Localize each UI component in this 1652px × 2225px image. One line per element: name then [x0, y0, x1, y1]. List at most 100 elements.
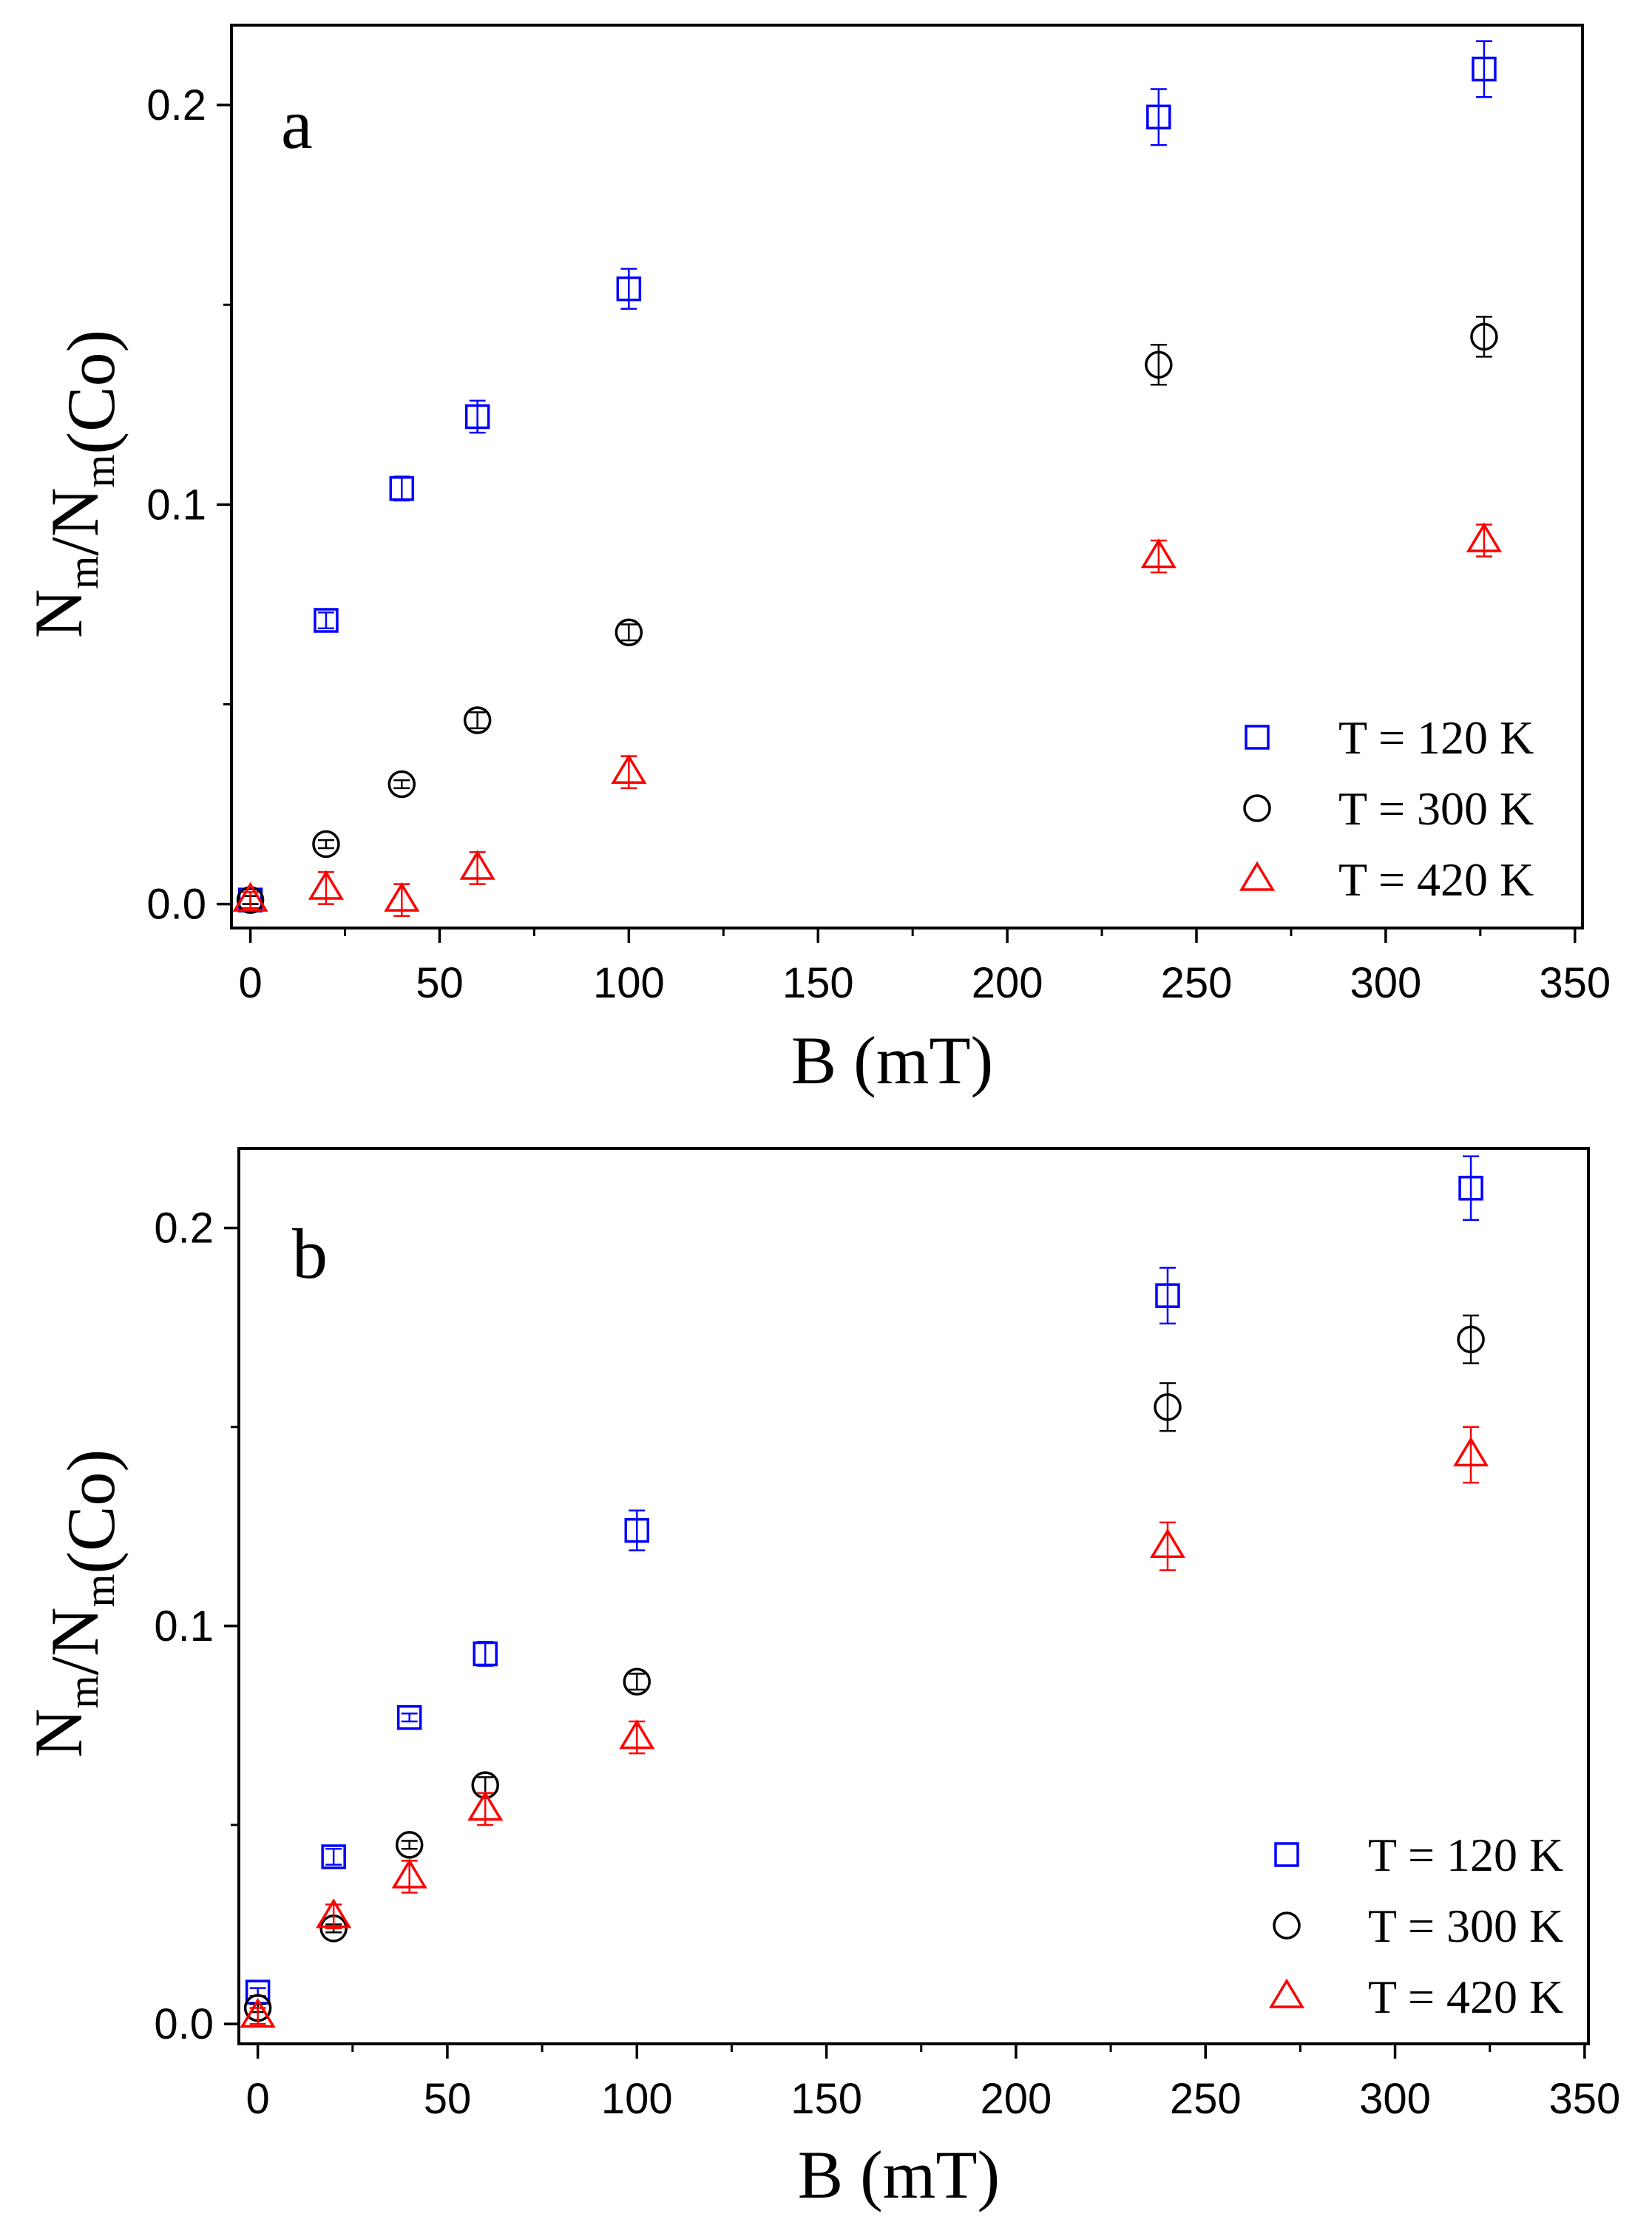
data-point-triangle [1140, 538, 1177, 569]
legend-marker-square [1245, 725, 1270, 750]
data-point-square [1146, 104, 1171, 130]
legend-label: T = 120 K [1368, 1829, 1563, 1881]
data-point-circle [615, 618, 643, 646]
data-point-triangle [240, 1997, 276, 2028]
y-axis-title-subscript: m [59, 556, 107, 589]
x-tick-label: 150 [782, 959, 854, 1007]
panel-label: a [281, 84, 313, 163]
y-axis-title-part: N [21, 589, 96, 638]
data-point-circle [236, 886, 265, 914]
data-point-circle [623, 1667, 651, 1696]
x-tick-label: 300 [1350, 959, 1421, 1007]
legend-entry: T = 300 K [1273, 1900, 1563, 1952]
data-point-circle [395, 1831, 424, 1859]
data-point-square [616, 276, 642, 302]
y-axis-title-part: N [37, 488, 112, 537]
x-tick-label: 350 [1548, 2075, 1620, 2123]
y-tick-label: 0.0 [154, 2000, 214, 2048]
y-axis-title-part: / [37, 537, 112, 556]
x-tick-label: 250 [1170, 2075, 1242, 2123]
data-point-circle [463, 706, 492, 734]
data-point-square [389, 475, 415, 501]
y-tick-label: 0.2 [146, 81, 206, 129]
legend-label: T = 120 K [1338, 711, 1534, 764]
legend-label: T = 420 K [1368, 1971, 1563, 2023]
x-tick-label: 350 [1539, 959, 1611, 1007]
data-point-square [321, 1844, 346, 1869]
data-point-square [624, 1517, 650, 1543]
data-point-circle [1470, 322, 1498, 351]
series-triangle [240, 1426, 1489, 2028]
x-tick-label: 50 [416, 959, 464, 1007]
data-point-triangle [459, 850, 495, 880]
data-point-triangle [467, 1791, 504, 1821]
data-point-triangle [611, 753, 647, 785]
data-point-square [1458, 1176, 1483, 1201]
series-triangle [232, 522, 1503, 918]
x-axis-title: B (mT) [798, 2137, 1000, 2212]
legend-marker-triangle [1239, 861, 1276, 891]
legend-marker-circle [1243, 794, 1271, 822]
data-point-triangle [316, 1898, 352, 1928]
data-point-triangle [619, 1719, 655, 1750]
data-point-triangle [232, 881, 268, 912]
data-point-triangle [1466, 522, 1503, 552]
plot-frame [237, 1147, 1590, 2045]
data-point-triangle [1452, 1437, 1489, 1467]
legend-entry: T = 120 K [1245, 711, 1534, 764]
y-axis-title-part: (Co) [53, 1449, 129, 1574]
data-point-circle [1145, 350, 1173, 379]
data-point-square [1155, 1283, 1180, 1308]
data-point-square [464, 404, 490, 430]
data-point-square [473, 1641, 498, 1667]
data-point-square [396, 1704, 422, 1730]
y-axis-title-subscript: m [75, 454, 123, 487]
y-axis-title-part: (Co) [53, 330, 129, 455]
data-point-circle [1154, 1393, 1182, 1421]
legend-marker-triangle [1268, 1978, 1305, 2008]
y-tick-label: 0.1 [154, 1602, 214, 1650]
legend-label: T = 420 K [1338, 853, 1534, 906]
y-tick-label: 0.1 [146, 481, 206, 529]
series-circle [243, 1314, 1485, 2022]
x-tick-label: 100 [601, 2075, 673, 2123]
legend-entry: T = 420 K [1268, 1971, 1563, 2023]
data-point-triangle [384, 881, 420, 912]
data-point-triangle [308, 870, 345, 900]
y-tick-label: 0.0 [146, 881, 206, 929]
x-tick-label: 150 [791, 2075, 862, 2123]
legend-entry: T = 120 K [1274, 1829, 1563, 1881]
x-tick-label: 0 [238, 959, 262, 1007]
y-axis-title-part: N [21, 1709, 96, 1758]
x-tick-label: 0 [246, 2075, 269, 2123]
data-point-triangle [391, 1858, 427, 1889]
x-tick-label: 250 [1161, 959, 1233, 1007]
data-point-circle [1457, 1325, 1485, 1354]
y-axis-title: Nm/Nm(Co) [21, 1449, 129, 1758]
y-tick-label: 0.2 [154, 1205, 214, 1253]
series-square [245, 1155, 1483, 2005]
panel-label: b [292, 1214, 328, 1293]
legend-entry: T = 300 K [1243, 782, 1534, 835]
x-tick-label: 50 [424, 2075, 472, 2123]
x-tick-label: 200 [981, 2075, 1052, 2123]
legend-marker-circle [1273, 1911, 1301, 1940]
data-point-square [1472, 56, 1497, 82]
data-point-square [314, 608, 339, 633]
y-axis-title-part: N [37, 1608, 112, 1656]
series-square [237, 40, 1497, 912]
x-axis-title: B (mT) [791, 1023, 993, 1098]
panel-b: 0 50 100 150 200 250 300 350 0.0 0.1 0.2 B (mT) Nm/N… [21, 1147, 1620, 2212]
y-axis-title: Nm/Nm(Co) [21, 330, 129, 638]
x-tick-label: 200 [972, 959, 1043, 1007]
y-axis-title-subscript: m [75, 1574, 123, 1607]
plot-frame [230, 24, 1584, 929]
x-tick-label: 300 [1359, 2075, 1431, 2123]
legend-label: T = 300 K [1338, 782, 1534, 835]
data-point-circle [387, 770, 416, 799]
data-point-circle [312, 830, 340, 858]
series-circle [236, 316, 1498, 914]
